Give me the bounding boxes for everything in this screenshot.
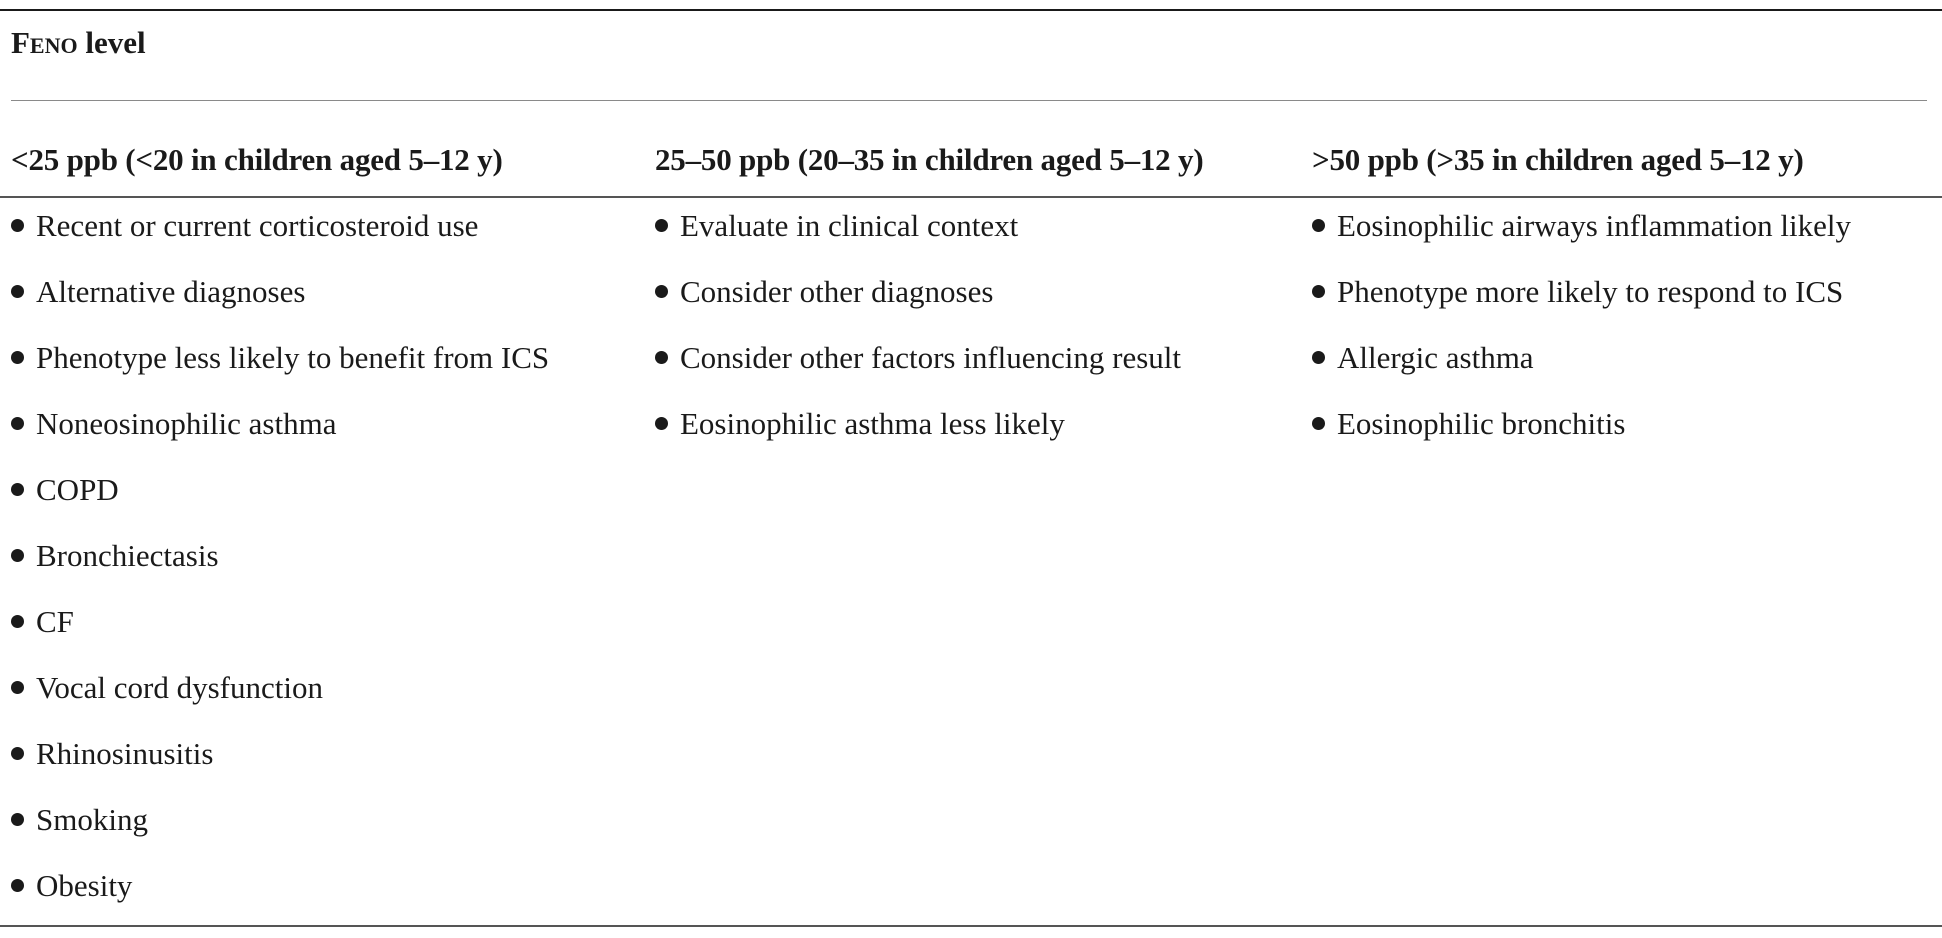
- list-item-text: CF: [36, 604, 74, 639]
- list-item-text: Evaluate in clinical context: [680, 208, 1019, 243]
- list-item-text: Allergic asthma: [1337, 340, 1534, 375]
- table-title: Feno level: [11, 23, 146, 63]
- column-header: >50 ppb (>35 in children aged 5–12 y): [1312, 142, 1804, 177]
- list-item-text: Vocal cord dysfunction: [36, 670, 323, 705]
- bullet-icon: [655, 285, 668, 299]
- list-item: Allergic asthma: [1312, 338, 1851, 404]
- list-item-text: Eosinophilic bronchitis: [1337, 406, 1626, 441]
- list-item: Eosinophilic asthma less likely: [655, 404, 1181, 470]
- list-item-text: Obesity: [36, 868, 133, 903]
- list-item: Consider other factors influencing resul…: [655, 338, 1181, 404]
- bullet-icon: [11, 219, 24, 233]
- list-item: Alternative diagnoses: [11, 272, 549, 338]
- list-item: Rhinosinusitis: [11, 734, 549, 800]
- list-item-text: Eosinophilic airways inflammation likely: [1337, 208, 1851, 243]
- list-item: Phenotype less likely to benefit from IC…: [11, 338, 549, 404]
- bullet-icon: [11, 879, 24, 893]
- bullet-icon: [11, 351, 24, 365]
- bullet-icon: [11, 417, 24, 431]
- table-top-rule: [0, 9, 1942, 11]
- title-divider: [11, 100, 1927, 101]
- column-low: <25 ppb (<20 in children aged 5–12 y) Re…: [11, 140, 651, 903]
- list-item-text: Alternative diagnoses: [36, 274, 306, 309]
- column-items: Evaluate in clinical context Consider ot…: [655, 206, 1181, 470]
- bullet-icon: [1312, 285, 1325, 299]
- list-item: Phenotype more likely to respond to ICS: [1312, 272, 1851, 338]
- column-items: Recent or current corticosteroid use Alt…: [11, 206, 549, 932]
- list-item-text: Phenotype less likely to benefit from IC…: [36, 340, 550, 375]
- table-title-abbrev: Feno: [11, 25, 78, 60]
- list-item-text: Noneosinophilic asthma: [36, 406, 337, 441]
- bullet-icon: [11, 813, 24, 827]
- list-item-text: Eosinophilic asthma less likely: [680, 406, 1065, 441]
- column-header: 25–50 ppb (20–35 in children aged 5–12 y…: [655, 142, 1204, 177]
- list-item-text: COPD: [36, 472, 119, 507]
- list-item: Eosinophilic airways inflammation likely: [1312, 206, 1851, 272]
- list-item: Bronchiectasis: [11, 536, 549, 602]
- list-item: Vocal cord dysfunction: [11, 668, 549, 734]
- list-item-text: Consider other diagnoses: [680, 274, 994, 309]
- bullet-icon: [11, 681, 24, 695]
- bullet-icon: [11, 615, 24, 629]
- header-divider: [0, 196, 1942, 198]
- list-item-text: Phenotype more likely to respond to ICS: [1337, 274, 1844, 309]
- list-item: COPD: [11, 470, 549, 536]
- column-header: <25 ppb (<20 in children aged 5–12 y): [11, 142, 503, 177]
- list-item-text: Rhinosinusitis: [36, 736, 214, 771]
- column-high: >50 ppb (>35 in children aged 5–12 y) Eo…: [1312, 140, 1937, 441]
- bullet-icon: [11, 747, 24, 761]
- bullet-icon: [11, 549, 24, 563]
- bullet-icon: [11, 483, 24, 497]
- list-item: Eosinophilic bronchitis: [1312, 404, 1851, 470]
- bullet-icon: [1312, 351, 1325, 365]
- list-item: Obesity: [11, 866, 549, 932]
- list-item: Noneosinophilic asthma: [11, 404, 549, 470]
- bullet-icon: [1312, 219, 1325, 233]
- table-bottom-rule: [0, 925, 1942, 927]
- table-title-suffix: level: [77, 25, 146, 60]
- bullet-icon: [1312, 417, 1325, 431]
- list-item: CF: [11, 602, 549, 668]
- list-item-text: Recent or current corticosteroid use: [36, 208, 479, 243]
- bullet-icon: [655, 219, 668, 233]
- bullet-icon: [655, 351, 668, 365]
- list-item: Evaluate in clinical context: [655, 206, 1181, 272]
- bullet-icon: [655, 417, 668, 431]
- list-item: Recent or current corticosteroid use: [11, 206, 549, 272]
- column-intermediate: 25–50 ppb (20–35 in children aged 5–12 y…: [655, 140, 1310, 441]
- bullet-icon: [11, 285, 24, 299]
- list-item-text: Bronchiectasis: [36, 538, 219, 573]
- list-item: Smoking: [11, 800, 549, 866]
- list-item-text: Smoking: [36, 802, 148, 837]
- list-item-text: Consider other factors influencing resul…: [680, 340, 1182, 375]
- list-item: Consider other diagnoses: [655, 272, 1181, 338]
- column-items: Eosinophilic airways inflammation likely…: [1312, 206, 1851, 470]
